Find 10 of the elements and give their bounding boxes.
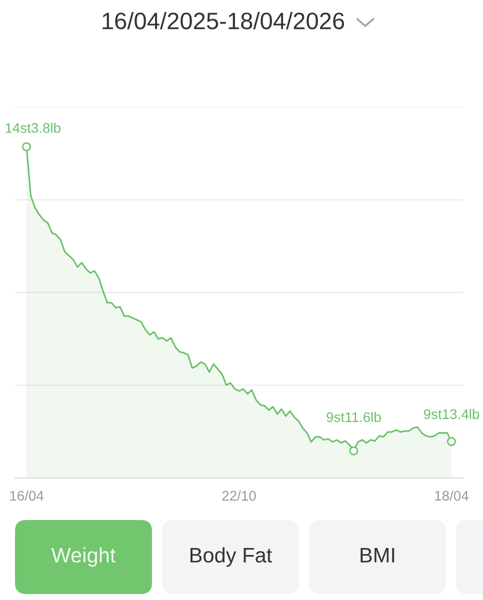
annotation: 14st3.8lb [6,122,60,133]
x-tick-label: 16/04 [10,490,44,501]
x-tick-label: 22/10 [222,490,256,501]
text: Body Fat [190,547,272,567]
text: Weight [51,547,116,567]
text: BMI [360,548,394,562]
x-tick-label: 18/04 [435,490,468,501]
chart-title: 16/04/2025-18/04/2026 [102,12,344,30]
annotation: 9st13.4lb [424,408,480,420]
annotation: 9st11.6lb [326,412,381,422]
